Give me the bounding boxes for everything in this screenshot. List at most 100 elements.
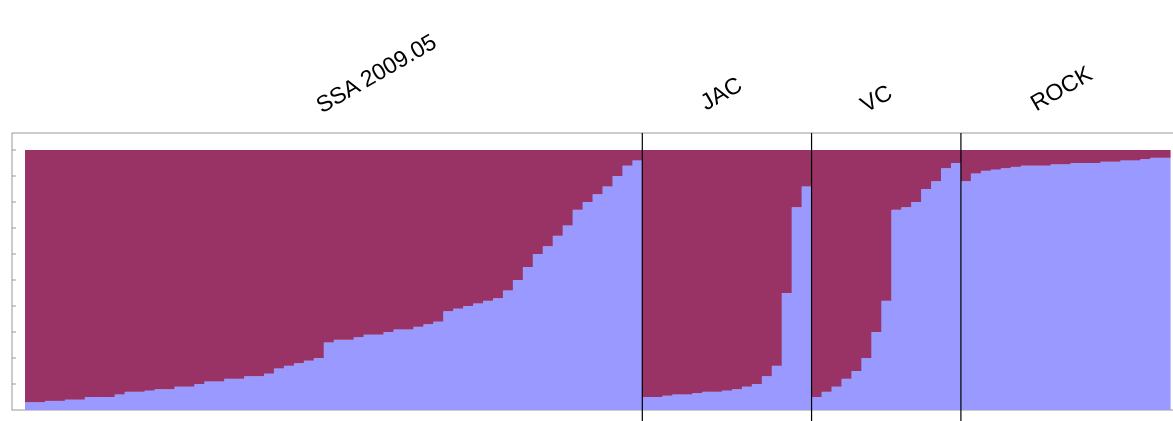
- bar-segment: [184, 150, 195, 387]
- bar-segment: [94, 397, 106, 410]
- bar-segment: [492, 298, 504, 410]
- bar-segment: [1040, 165, 1052, 410]
- group-label: JAC: [696, 71, 747, 115]
- bar-segment: [1150, 157, 1161, 410]
- bar-segment: [25, 150, 36, 403]
- bar-segment: [363, 334, 375, 410]
- bar-segment: [960, 181, 972, 410]
- bar-segment: [801, 150, 813, 187]
- bar-segment: [851, 371, 862, 410]
- bar-segment: [1080, 150, 1091, 163]
- bar-segment: [950, 163, 962, 410]
- bar-segment: [1100, 161, 1111, 410]
- bar-segment: [980, 150, 992, 171]
- bar-segment: [672, 150, 683, 395]
- bar-segment: [144, 390, 156, 410]
- bar-segment: [502, 290, 514, 410]
- bar-segment: [901, 150, 912, 208]
- bar-segment: [911, 150, 922, 202]
- bar-segment: [861, 150, 872, 358]
- bar-segment: [154, 150, 165, 390]
- bar-segment: [463, 306, 474, 410]
- bar-segment: [333, 339, 345, 410]
- bar-segment: [54, 150, 66, 401]
- bar-segment: [403, 150, 414, 330]
- bar-segment: [363, 150, 375, 335]
- bar-segment: [602, 186, 614, 410]
- bar-segment: [871, 150, 882, 332]
- bar-segment: [941, 168, 952, 410]
- bar-segment: [263, 373, 275, 410]
- bar-segment: [771, 150, 783, 366]
- group-label: SSA 2009.05: [311, 28, 440, 118]
- bar-segment: [254, 150, 265, 377]
- bar-segment: [25, 402, 36, 410]
- bar-segment: [114, 394, 126, 410]
- bar-segment: [293, 150, 305, 364]
- bar-segment: [931, 150, 942, 182]
- bar-segment: [791, 207, 803, 410]
- bar-segment: [224, 378, 235, 410]
- bar-segment: [134, 150, 146, 392]
- bar-segment: [1100, 150, 1111, 162]
- bar-segment: [1110, 150, 1121, 162]
- bar-segment: [990, 169, 1002, 410]
- bar-segment: [731, 389, 743, 410]
- bar-segment: [34, 150, 46, 403]
- bar-segment: [542, 246, 554, 410]
- bar-segment: [542, 150, 554, 247]
- bar-segment: [433, 150, 444, 322]
- bar-segment: [1140, 159, 1151, 410]
- bar-segment: [662, 150, 673, 396]
- bar-segment: [44, 400, 56, 410]
- bar-segment: [234, 150, 245, 379]
- bar-segment: [1020, 165, 1032, 410]
- bar-segment: [970, 173, 982, 410]
- bar-segment: [1020, 150, 1032, 166]
- bar-segment: [572, 150, 584, 210]
- bar-segment: [692, 393, 703, 410]
- bar-segment: [1120, 150, 1131, 161]
- bar-segment: [791, 150, 803, 208]
- bar-segment: [293, 363, 305, 410]
- bar-segment: [403, 329, 414, 410]
- bar-segment: [522, 267, 534, 410]
- bar-segment: [423, 150, 434, 325]
- bar-segment: [672, 394, 683, 410]
- bar-segment: [582, 202, 594, 410]
- bar-segment: [552, 235, 564, 410]
- bar-segment: [682, 394, 693, 410]
- bar-segment: [1000, 150, 1012, 169]
- bar-segment: [602, 150, 614, 187]
- bar-segment: [522, 150, 534, 267]
- bar-segment: [1060, 150, 1072, 165]
- bar-segment: [174, 150, 185, 387]
- bar-segment: [552, 150, 564, 236]
- bar-segment: [582, 150, 594, 202]
- bar-segment: [891, 150, 902, 210]
- bar-segment: [204, 381, 215, 410]
- bar-segment: [204, 150, 215, 382]
- bar-segment: [632, 150, 643, 161]
- bar-segment: [562, 150, 574, 226]
- bar-segment: [124, 391, 136, 410]
- bar-segment: [273, 150, 285, 369]
- bar-segment: [1090, 150, 1101, 163]
- bar-segment: [254, 376, 265, 410]
- bar-segment: [1060, 164, 1072, 410]
- bar-segment: [303, 150, 315, 361]
- bar-segment: [642, 397, 653, 410]
- bar-segment: [592, 194, 604, 410]
- bar-segment: [84, 397, 96, 410]
- bar-segment: [184, 386, 195, 410]
- bar-segment: [393, 329, 404, 410]
- bar-segment: [154, 389, 165, 410]
- bar-segment: [164, 389, 175, 410]
- bar-segment: [443, 311, 454, 410]
- bar-segment: [483, 300, 494, 410]
- bar-segment: [771, 365, 783, 410]
- bar-segment: [662, 395, 673, 410]
- bar-segment: [841, 378, 852, 410]
- group-label: ROCK: [1026, 60, 1097, 116]
- bar-segment: [821, 391, 833, 410]
